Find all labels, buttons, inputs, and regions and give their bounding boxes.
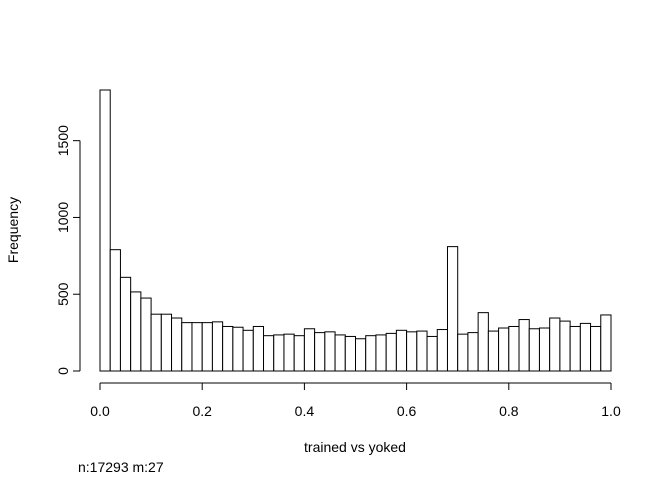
histogram-bar [201, 322, 213, 372]
histogram-bar [406, 331, 418, 372]
histogram-bar [590, 325, 602, 372]
histogram-bar [549, 317, 561, 372]
y-axis-label: Frequency [5, 197, 21, 263]
histogram-bar [355, 338, 367, 372]
histogram-bar [365, 335, 377, 372]
histogram-bar [130, 291, 142, 372]
histogram-bar [293, 335, 305, 372]
histogram-bar [160, 313, 173, 372]
histogram-bar [242, 329, 254, 372]
x-tick-label: 1.0 [601, 403, 621, 419]
x-axis-label: trained vs yoked [304, 439, 406, 455]
histogram-bar [109, 249, 121, 372]
x-tick-label: 0.8 [499, 403, 519, 419]
histogram-bar [600, 314, 612, 372]
x-tick-label: 0.2 [192, 403, 212, 419]
y-axis: 0 500 1000 1500 [55, 125, 81, 375]
histogram-bar [232, 326, 244, 372]
histogram-bar [416, 330, 428, 372]
histogram-bar [252, 325, 265, 372]
histogram-bar [528, 328, 540, 372]
footnote: n:17293 m:27 [78, 459, 164, 475]
histogram-bar [181, 322, 193, 372]
histogram-bar [263, 335, 275, 372]
histogram-bar [344, 335, 356, 372]
histogram-bar [140, 297, 152, 372]
x-tick-label: 0.4 [295, 403, 315, 419]
y-tick-label: 500 [55, 282, 71, 306]
y-ticks: 0 500 1000 1500 [55, 125, 80, 375]
histogram-bar [395, 329, 408, 372]
histogram-bar [385, 332, 397, 372]
histogram-bar [273, 334, 285, 372]
histogram-bar [314, 332, 326, 372]
histogram-bar [324, 331, 336, 372]
y-tick-label: 1500 [55, 125, 71, 156]
histogram-bar [150, 313, 162, 372]
histogram-bar [303, 328, 316, 372]
y-tick-label: 0 [55, 367, 71, 375]
histogram-bar [334, 334, 346, 372]
histogram-bar [171, 317, 183, 372]
y-tick-label: 1000 [55, 202, 71, 233]
histogram-bar [119, 276, 132, 372]
histogram-bar [375, 334, 387, 372]
histogram-bar [569, 325, 581, 372]
histogram-bar [283, 333, 295, 372]
x-tick-label: 0.6 [397, 403, 417, 419]
histogram-bar [426, 335, 438, 372]
x-ticks: 0.0 0.2 0.4 0.6 0.8 1.0 [90, 383, 621, 419]
histogram-bar [487, 330, 500, 372]
histogram-bar [477, 312, 489, 372]
histogram-bar [508, 325, 520, 372]
histogram-bar [99, 89, 111, 372]
histogram-bar [191, 322, 203, 372]
histogram-bar [518, 319, 530, 372]
histogram-bar [436, 329, 448, 372]
histogram-bar [457, 333, 469, 372]
histogram-bar [579, 322, 592, 372]
histogram-bar [446, 246, 459, 372]
histogram-bar [467, 332, 479, 372]
x-axis: 0.0 0.2 0.4 0.6 0.8 1.0 [90, 382, 621, 419]
histogram-bar [498, 327, 510, 372]
histogram-bar [222, 325, 234, 372]
x-tick-label: 0.0 [90, 403, 110, 419]
histogram-bar [211, 321, 224, 372]
histogram-bars [99, 89, 612, 372]
histogram-bar [538, 327, 551, 372]
histogram-bar [559, 320, 571, 372]
